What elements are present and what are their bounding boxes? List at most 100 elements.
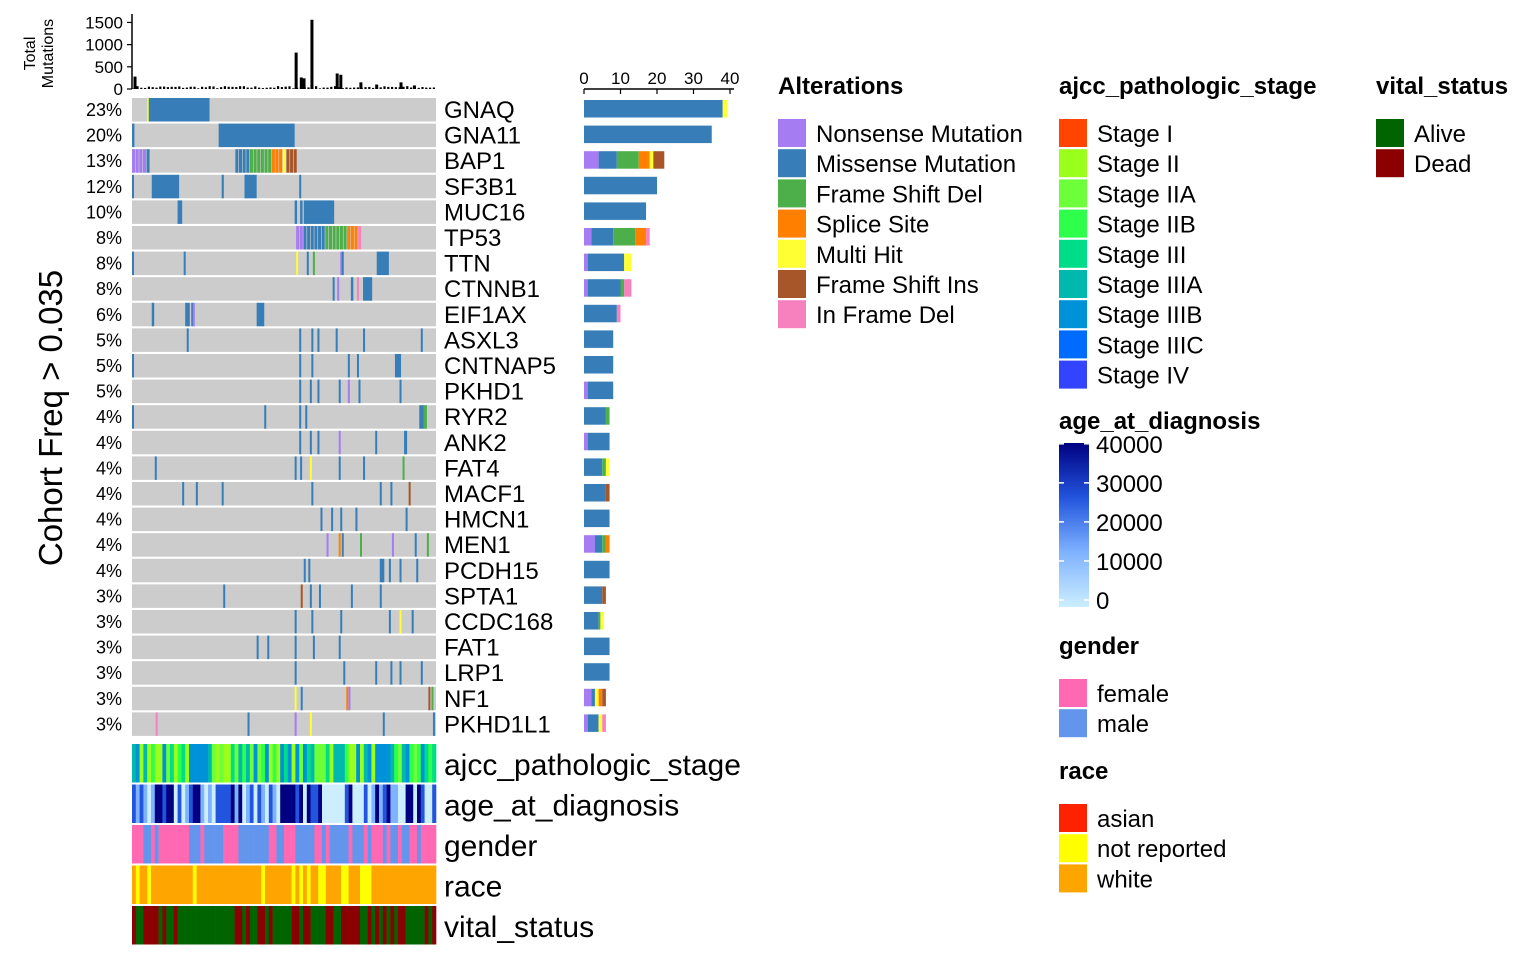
mutation-cell bbox=[148, 98, 210, 122]
vital-status-legend-swatch bbox=[1376, 119, 1404, 147]
age_at_diagnosis-cell bbox=[196, 784, 201, 823]
gender-cell bbox=[428, 825, 433, 864]
age_at_diagnosis-cell bbox=[223, 784, 228, 823]
mutation-cell bbox=[257, 149, 261, 173]
race-cell bbox=[310, 865, 315, 904]
age-colorbar bbox=[1059, 443, 1089, 607]
stage-legend-swatch bbox=[1059, 239, 1087, 268]
race-cell bbox=[249, 865, 254, 904]
race-cell bbox=[428, 865, 433, 904]
mutation-cell bbox=[223, 584, 226, 608]
total-mutations-bar bbox=[208, 86, 211, 89]
race-cell bbox=[219, 865, 224, 904]
gender-cell bbox=[325, 825, 330, 864]
race-cell bbox=[337, 865, 342, 904]
total-mutations-bar bbox=[359, 82, 363, 89]
ajcc_pathologic_stage-cell bbox=[413, 744, 418, 783]
gene-bar-segment bbox=[584, 407, 606, 425]
mutation-cell bbox=[419, 405, 424, 429]
gene-bar-segment bbox=[584, 202, 647, 220]
matrix-row-background bbox=[132, 174, 436, 199]
mutation-cell bbox=[346, 686, 349, 711]
age_at_diagnosis-cell bbox=[200, 784, 205, 823]
race-legend-swatch bbox=[1059, 864, 1087, 893]
vital_status-cell bbox=[360, 906, 365, 945]
gene-bar-segment bbox=[587, 253, 625, 272]
age_at_diagnosis-cell bbox=[158, 784, 163, 823]
mutation-cell bbox=[303, 200, 335, 224]
vital_status-cell bbox=[192, 906, 197, 945]
ajcc_pathologic_stage-cell bbox=[295, 744, 300, 783]
mutation-cell bbox=[356, 277, 359, 301]
total-mutations-bar bbox=[144, 87, 147, 89]
gender-cell bbox=[227, 825, 232, 864]
vital_status-cell bbox=[287, 906, 292, 945]
age_at_diagnosis-cell bbox=[405, 784, 410, 823]
cohort-freq-label: 3% bbox=[96, 586, 122, 606]
vital_status-cell bbox=[185, 906, 190, 945]
gene-bar-segment bbox=[598, 151, 617, 169]
vital-status-legend-label: Alive bbox=[1414, 121, 1466, 148]
mutation-cell bbox=[337, 277, 340, 301]
race-cell bbox=[379, 865, 384, 904]
total-mutations-bar bbox=[277, 86, 280, 89]
total-mutations-bar bbox=[242, 86, 245, 89]
mutation-cell bbox=[340, 507, 343, 532]
total-mutations-bar bbox=[364, 87, 367, 89]
ajcc_pathologic_stage-cell bbox=[310, 744, 315, 783]
race-cell bbox=[417, 865, 422, 904]
gender-cell bbox=[211, 825, 216, 864]
gene-bar-segment bbox=[584, 228, 592, 246]
mutation-cell bbox=[300, 686, 303, 711]
stage-legend-swatch bbox=[1059, 270, 1087, 298]
mutation-cell bbox=[320, 507, 323, 532]
age_at_diagnosis-cell bbox=[268, 784, 273, 823]
gender-cell bbox=[230, 825, 235, 864]
top-y-tick-label: 1000 bbox=[85, 36, 123, 55]
matrix-row-background bbox=[132, 302, 436, 327]
race-cell bbox=[139, 865, 144, 904]
total-mutations-bar bbox=[265, 87, 268, 89]
total-mutations-bar bbox=[349, 87, 352, 89]
race-cell bbox=[204, 865, 209, 904]
mutation-cell bbox=[260, 149, 264, 173]
race-cell bbox=[318, 865, 323, 904]
race-cell bbox=[265, 865, 270, 904]
gene-bar-segment bbox=[616, 151, 639, 169]
mutation-cell bbox=[432, 712, 435, 736]
ajcc_pathologic_stage-cell bbox=[417, 744, 422, 783]
total-mutations-bar bbox=[375, 84, 379, 89]
age-colorbar-label: 0 bbox=[1096, 588, 1109, 615]
mutation-cell bbox=[264, 149, 268, 173]
vital_status-cell bbox=[371, 906, 376, 945]
race-cell bbox=[173, 865, 178, 904]
mutation-cell bbox=[308, 558, 311, 583]
gene-label: ANK2 bbox=[444, 430, 507, 457]
age_at_diagnosis-cell bbox=[367, 784, 372, 823]
total-mutations-bar bbox=[368, 86, 371, 89]
gene-label: HMCN1 bbox=[444, 507, 529, 534]
stage-legend-label: Stage IIB bbox=[1097, 212, 1196, 239]
age_at_diagnosis-cell bbox=[238, 784, 243, 823]
cohort-freq-label: 10% bbox=[86, 202, 122, 222]
age-colorbar-label: 30000 bbox=[1096, 471, 1163, 498]
total-mutations-bar bbox=[372, 87, 375, 89]
total-mutations-bar bbox=[288, 86, 291, 89]
race-legend-swatch bbox=[1059, 804, 1087, 832]
gene-bar-segment bbox=[620, 279, 625, 297]
ajcc_pathologic_stage-cell bbox=[147, 744, 152, 783]
matrix-row-background bbox=[132, 456, 436, 480]
total-mutations-bar bbox=[335, 73, 339, 89]
age_at_diagnosis-cell bbox=[420, 784, 425, 823]
gender-cell bbox=[413, 825, 418, 864]
age_at_diagnosis-cell bbox=[132, 784, 137, 823]
stage-legend-label: Stage IV bbox=[1097, 363, 1189, 390]
mutation-cell bbox=[195, 482, 198, 506]
legends: Alterations Nonsense Mutation Missense Mut… bbox=[778, 73, 1508, 893]
age_at_diagnosis-cell bbox=[325, 784, 330, 823]
age_at_diagnosis-cell bbox=[154, 784, 159, 823]
vital_status-cell bbox=[428, 906, 433, 945]
gender-cell bbox=[158, 825, 163, 864]
matrix-row-background bbox=[132, 277, 436, 301]
gender-cell bbox=[287, 825, 292, 864]
